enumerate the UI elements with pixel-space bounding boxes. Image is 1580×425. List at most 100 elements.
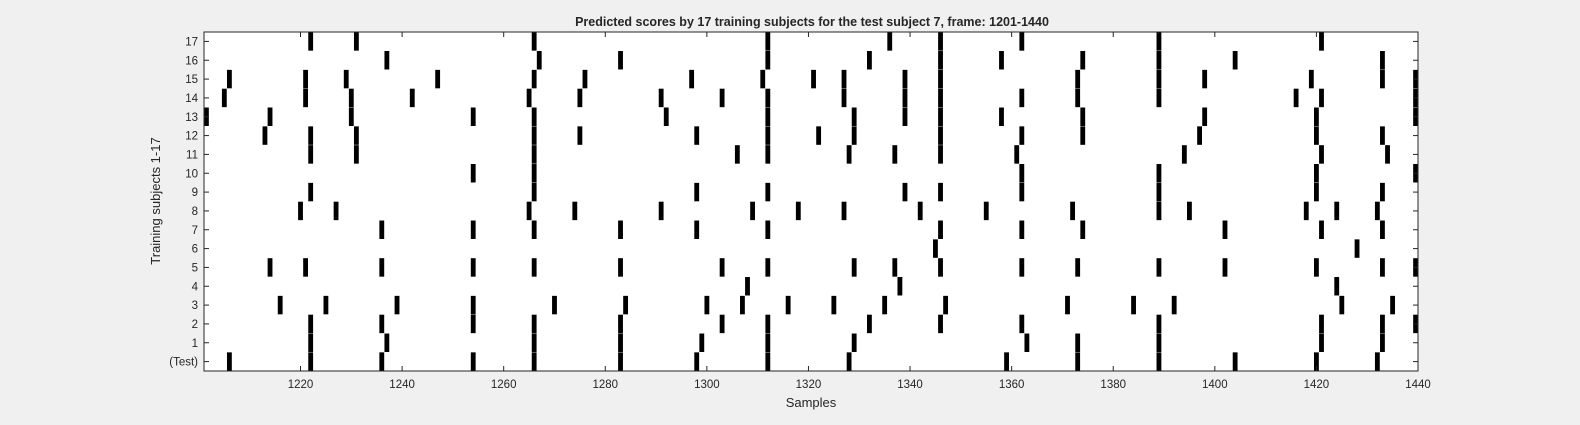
event-bar-15 [760, 69, 766, 89]
event-bar-17 [765, 32, 771, 51]
event-bar-15 [303, 69, 309, 89]
event-bar-8 [917, 201, 923, 221]
event-bar-15 [689, 69, 695, 89]
event-bar-10 [470, 164, 476, 183]
x-tick-label: 1420 [1304, 379, 1330, 391]
event-bar-8 [1156, 201, 1162, 221]
plot-frame [203, 31, 1419, 372]
event-bar-7 [1019, 220, 1025, 239]
y-tick-label: 5 [192, 262, 198, 274]
event-bar-13 [348, 107, 354, 126]
event-bar-test [1075, 352, 1081, 371]
event-bar-2 [308, 314, 314, 334]
event-bar-14 [719, 88, 725, 108]
x-tick-label: 1220 [288, 379, 314, 391]
event-bar-12 [1197, 126, 1202, 145]
x-tick-label: 1440 [1405, 379, 1431, 391]
event-bar-8 [795, 201, 801, 221]
event-bar-14 [938, 88, 943, 108]
event-bar-4 [1334, 277, 1340, 296]
event-bar-test [379, 352, 385, 371]
event-bar-12 [851, 126, 857, 145]
event-bar-1 [699, 333, 705, 352]
event-bar-12 [262, 126, 268, 145]
event-bar-16 [1380, 51, 1385, 70]
event-bar-3 [704, 295, 710, 315]
y-tick-label: 9 [192, 187, 198, 199]
event-bar-1 [308, 333, 314, 352]
event-bar-7 [765, 220, 771, 239]
event-bar-11 [938, 145, 943, 164]
event-bar-16 [384, 51, 390, 70]
event-bar-2 [765, 314, 771, 334]
event-bar-3 [740, 295, 745, 315]
event-bar-8 [658, 201, 664, 221]
event-bar-14 [303, 88, 309, 108]
event-bar-11 [1319, 145, 1324, 164]
event-bar-3 [623, 295, 629, 315]
event-bar-8 [750, 201, 755, 221]
event-bar-3 [1390, 295, 1396, 315]
y-tick-label: 10 [185, 168, 198, 180]
event-bar-16 [1080, 51, 1086, 70]
y-tick-label: 11 [186, 149, 198, 161]
event-bar-3 [552, 295, 557, 315]
x-tick-label: 1360 [999, 379, 1025, 391]
event-bar-test [1314, 352, 1319, 371]
event-bar-test [1232, 352, 1238, 371]
event-bar-1 [1380, 333, 1385, 352]
x-tick-label: 1280 [592, 379, 618, 391]
event-bar-15 [1202, 69, 1208, 89]
event-bar-17 [1019, 32, 1025, 51]
event-bar-7 [694, 220, 700, 239]
event-bar-11 [892, 145, 898, 164]
event-bar-11 [1181, 145, 1187, 164]
event-bar-1 [765, 333, 771, 352]
event-bar-1 [851, 333, 857, 352]
event-bar-12 [1019, 126, 1025, 145]
event-bar-15 [1380, 69, 1385, 89]
event-bar-13 [1202, 107, 1208, 126]
event-bar-8 [983, 201, 989, 221]
event-bar-17 [531, 32, 537, 51]
event-bar-16 [999, 51, 1004, 70]
event-bar-11 [531, 145, 537, 164]
chart-title: Predicted scores by 17 training subjects… [575, 15, 1049, 29]
y-tick-label: 6 [192, 244, 198, 256]
event-bar-14 [902, 88, 908, 108]
event-bar-12 [1080, 126, 1086, 145]
event-bar-1 [531, 333, 537, 352]
event-bar-17 [1156, 32, 1162, 51]
event-bar-2 [938, 314, 943, 334]
event-bar-14 [1156, 88, 1162, 108]
event-bar-4 [745, 277, 750, 296]
event-bar-5 [531, 258, 537, 277]
x-tick-label: 1380 [1100, 379, 1126, 391]
event-bar-9 [1156, 182, 1162, 202]
event-bars [204, 32, 1418, 371]
event-bar-5 [303, 258, 309, 277]
event-bar-9 [1019, 182, 1025, 202]
event-bar-13 [1314, 107, 1319, 126]
event-bar-14 [1075, 88, 1081, 108]
event-bar-4 [897, 277, 903, 296]
event-bar-8 [1334, 201, 1340, 221]
event-bar-15 [582, 69, 588, 89]
event-bar-8 [1374, 201, 1380, 221]
event-bar-17 [1319, 32, 1324, 51]
event-bar-9 [902, 182, 908, 202]
event-bar-7 [1222, 220, 1228, 239]
event-bar-2 [470, 314, 476, 334]
event-bar-12 [531, 126, 537, 145]
event-bar-2 [1156, 314, 1162, 334]
event-bar-13 [902, 107, 908, 126]
event-bar-15 [1075, 69, 1081, 89]
x-tick-label: 1260 [491, 379, 517, 391]
event-bar-8 [1070, 201, 1076, 221]
event-bar-12 [353, 126, 359, 145]
y-tick-label: 4 [192, 281, 199, 293]
event-bar-14 [577, 88, 583, 108]
y-tick-label: 3 [192, 300, 198, 312]
